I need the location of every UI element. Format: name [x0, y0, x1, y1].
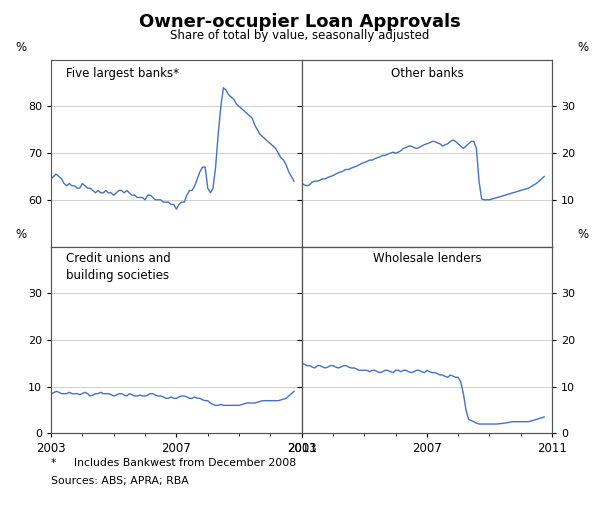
Text: Share of total by value, seasonally adjusted: Share of total by value, seasonally adju…: [170, 29, 430, 42]
Text: Sources: ABS; APRA; RBA: Sources: ABS; APRA; RBA: [51, 476, 189, 486]
Text: %: %: [15, 228, 26, 241]
Text: Wholesale lenders: Wholesale lenders: [373, 252, 481, 265]
Text: %: %: [15, 41, 26, 54]
Text: Other banks: Other banks: [391, 67, 463, 80]
Text: %: %: [577, 41, 588, 54]
Text: %: %: [577, 228, 588, 241]
Text: Owner-occupier Loan Approvals: Owner-occupier Loan Approvals: [139, 13, 461, 31]
Text: Credit unions and
building societies: Credit unions and building societies: [66, 252, 171, 282]
Text: Five largest banks*: Five largest banks*: [66, 67, 179, 80]
Text: *     Includes Bankwest from December 2008: * Includes Bankwest from December 2008: [51, 458, 296, 468]
